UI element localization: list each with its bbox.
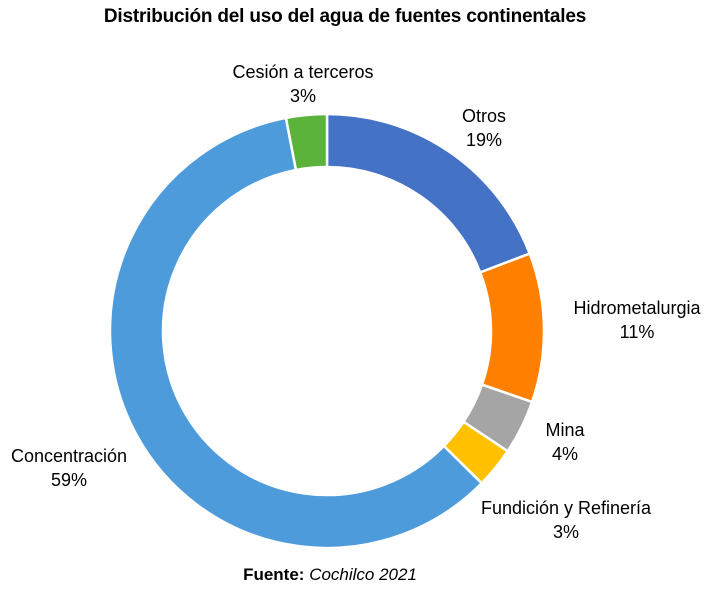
slice-label-name: Fundición y Refinería [480,498,652,518]
slice-label-value: 3% [552,522,579,542]
slice-label: Hidrometalurgia 11% [573,296,700,344]
slice-label: Cesión a terceros 3% [232,60,373,108]
chart-title: Distribución del uso del agua de fuentes… [103,6,587,27]
slice-label-value: 59% [50,470,88,490]
slice-label-value: 11% [619,322,655,342]
source-note: Fuente: Cochilco 2021 [0,565,660,585]
slice-label-value: 19% [465,130,503,150]
slice-hidrometalurgia [478,251,546,404]
slice-label-name: Cesión a terceros [232,62,374,82]
slice-label-value: 4% [551,444,579,464]
slice-cesión-a-terceros [284,112,329,172]
slice-label-name: Otros [461,106,507,126]
slice-label-name: Hidrometalurgia [573,298,701,318]
slice-concentración [108,116,484,550]
slice-label: Otros 19% [462,104,506,152]
slice-label: Concentración 59% [11,444,127,492]
slice-label: Fundición y Refinería 3% [481,496,651,544]
slice-label-name: Concentración [10,446,128,466]
source-value: Cochilco 2021 [309,565,417,584]
slice-label-name: Mina [545,420,585,440]
slice-label-value: 3% [289,86,317,106]
slice-label: Mina 4% [545,418,584,466]
source-prefix: Fuente: [243,565,305,584]
